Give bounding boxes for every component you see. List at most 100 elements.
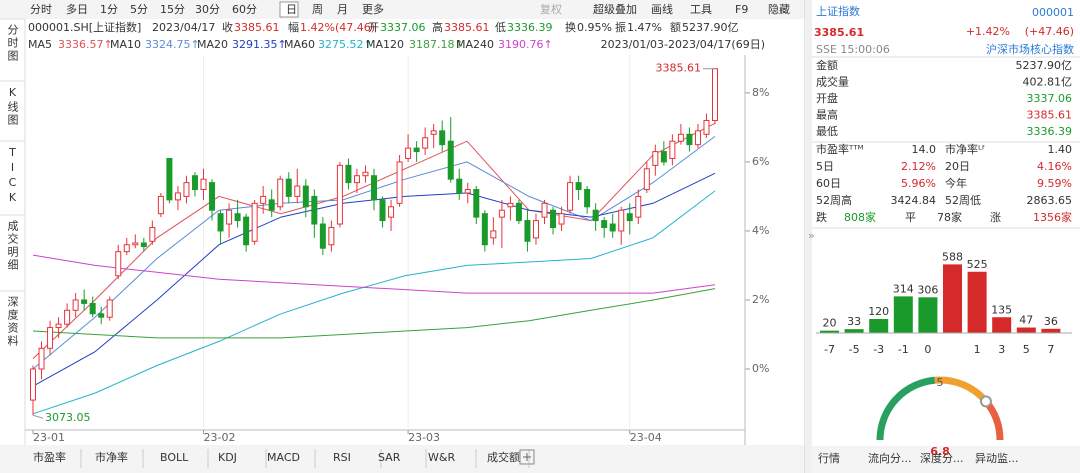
ma-line [32,288,716,339]
toolbar-item[interactable]: 更多 [362,2,384,16]
bar-x-label: 1 [974,343,981,356]
info-label: 开 [368,21,379,34]
candle-body [191,175,198,191]
candle-body [89,302,96,315]
indicator-tab[interactable]: SAR [378,451,401,464]
candle-body [456,178,463,194]
candle-body [123,244,130,253]
candle-body [157,195,164,215]
side-tab[interactable]: K线图 [6,86,19,127]
breadth-text: 平 [905,211,916,224]
toolbar-item[interactable]: 60分 [232,3,257,16]
candle-body [115,251,122,277]
toolbar-item[interactable]: 月 [337,3,348,16]
info-value: 1.47% [627,21,662,34]
candle-body [81,299,88,304]
stat-value: 14.0 [912,143,937,156]
info-value: 0.95% [577,21,612,34]
indicator-tab[interactable]: KDJ [218,451,237,464]
quote-row-value: 3337.06 [1027,92,1073,105]
right-tab[interactable]: 流向分... [868,451,912,465]
stat-value: 1.40 [1048,143,1073,156]
toolbar-item[interactable]: 30分 [195,3,220,16]
ma-legend-value: 3190.76↑ [498,38,553,51]
candle-body [575,182,582,191]
candle-body [277,178,284,208]
info-value: 000001.SH[上证指数] [28,20,141,34]
bar [992,317,1012,333]
quote-row-label: 成交量 [816,75,849,89]
bar-x-label: -1 [898,343,909,356]
candle-body [72,299,79,311]
candle-body [515,202,522,222]
candle-body [140,242,147,247]
quote-link[interactable]: 沪深市场核心指数 [986,42,1074,56]
indicator-tab[interactable]: 成交额 [487,450,520,464]
info-label: 幅 [288,21,299,34]
indicator-tab[interactable]: BOLL [160,451,189,464]
ma-line [32,254,716,294]
toolbar-right-item[interactable]: 画线 [651,2,673,16]
toolbar-right-item[interactable]: 工具 [690,3,712,16]
info-value: 5237.90亿 [682,21,739,34]
ma-legend-name: MA5 [28,38,52,51]
toolbar-item[interactable]: 周 [312,3,323,16]
toolbar-item[interactable]: 分时 [30,3,52,16]
candle-body [558,213,565,225]
ma-legend-name: MA120 [366,38,404,51]
splitter-arrow: » [808,229,815,242]
candle-body [328,226,335,246]
add-tab[interactable] [519,449,535,465]
right-tab[interactable]: 深度分... [920,451,964,465]
ma-legend-value: 3324.75↑ [145,38,200,51]
candle-body [541,202,548,218]
stat-value: 9.59% [1037,177,1072,190]
candle-body [379,199,386,222]
candle-body [422,137,429,149]
indicator-tab[interactable]: MACD [267,451,300,464]
candle-body [609,223,616,232]
side-tab[interactable]: 分时图 [6,24,19,63]
stat-label: 52周高 [816,193,852,207]
ma-legend-name: MA20 [197,38,228,51]
toolbar-item[interactable]: 1分 [100,3,118,16]
candle-body [635,195,642,218]
min-pointer [32,414,44,419]
indicator-tab[interactable]: 市净率 [95,450,128,464]
breadth-text: 808家 [844,210,876,224]
splitter[interactable] [805,0,812,473]
bar [967,271,987,333]
side-tab[interactable]: 成交明细 [6,220,19,272]
toolbar-item[interactable]: 多日 [66,2,88,16]
stat-label: 今年 [945,176,967,190]
bar [943,264,962,333]
toolbar-bg [0,0,805,19]
side-tab[interactable]: TICK [6,146,19,206]
toolbar-item[interactable]: 日 [286,3,297,16]
candle-body [677,133,684,142]
candle-body [524,220,531,242]
candle-body [38,347,45,370]
right-tab[interactable]: 行情 [818,452,840,465]
bar [1016,327,1036,333]
bar-x-label: 7 [1047,343,1054,356]
quote-name: 上证指数 [816,4,860,18]
quote-row-label: 开盘 [816,91,838,105]
toolbar-right-item[interactable]: 复权 [540,2,562,16]
candle-body [30,368,36,401]
toolbar-right-item[interactable]: 隐藏 [768,3,790,16]
indicator-tab[interactable]: 市盈率 [33,450,66,464]
x-tick-label: 23-01 [33,431,65,444]
quote-row-label: 最低 [816,125,838,138]
toolbar-item[interactable]: 5分 [130,3,148,16]
candle-body [473,189,480,218]
candle-body [217,213,224,232]
indicator-tab[interactable]: W&R [428,451,455,464]
y-tick-label: 4% [752,224,769,237]
indicator-tab[interactable]: RSI [333,451,351,464]
side-tab[interactable]: 深度资料 [6,296,19,348]
toolbar-right-item[interactable]: 超级叠加 [593,2,637,16]
right-tab[interactable]: 异动监... [975,452,1019,465]
toolbar-item[interactable]: 15分 [160,3,185,16]
toolbar-right-item[interactable]: F9 [735,3,748,16]
